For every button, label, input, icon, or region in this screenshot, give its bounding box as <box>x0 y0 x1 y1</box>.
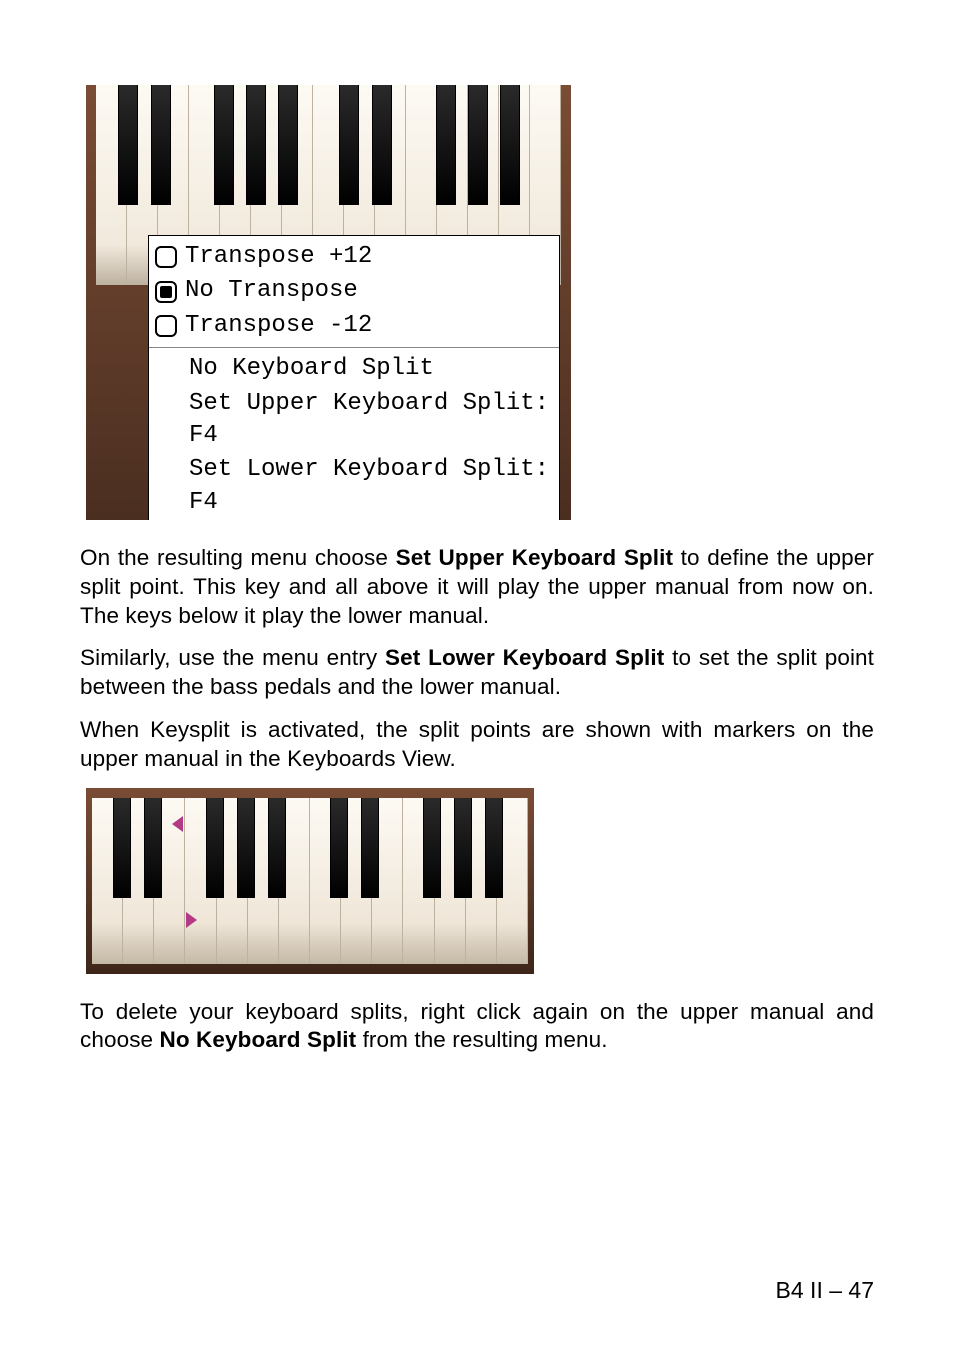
keyboard-context-menu: Transpose +12 No Transpose Transpose -12… <box>148 235 560 520</box>
paragraph: When Keysplit is activated, the split po… <box>80 716 874 774</box>
menu-divider <box>149 347 559 348</box>
black-key <box>206 798 224 898</box>
black-key <box>454 798 472 898</box>
black-key <box>278 85 298 205</box>
menu-label: Set Upper Keyboard Split: F4 <box>189 388 553 453</box>
text: Similarly, use the menu entry <box>80 645 385 670</box>
menu-label: Transpose -12 <box>185 310 372 342</box>
page-footer: B4 II – 47 <box>776 1277 874 1304</box>
menu-label: No Keyboard Split <box>189 353 434 385</box>
paragraph: Similarly, use the menu entry Set Lower … <box>80 644 874 702</box>
black-key <box>330 798 348 898</box>
bold-text: Set Lower Keyboard Split <box>385 645 664 670</box>
menu-label: Set Lower Keyboard Split: F4 <box>189 454 553 519</box>
text: from the resulting menu. <box>356 1027 607 1052</box>
checkbox-icon <box>155 246 177 268</box>
black-key <box>468 85 488 205</box>
white-keys <box>92 798 528 964</box>
black-key <box>423 798 441 898</box>
lower-split-marker-icon <box>186 912 197 928</box>
black-key <box>246 85 266 205</box>
black-key <box>361 798 379 898</box>
black-key <box>118 85 138 205</box>
bold-text: Set Upper Keyboard Split <box>396 545 673 570</box>
black-key <box>144 798 162 898</box>
black-key <box>237 798 255 898</box>
text: On the resulting menu choose <box>80 545 396 570</box>
black-key <box>339 85 359 205</box>
black-key <box>214 85 234 205</box>
checkbox-icon <box>155 315 177 337</box>
black-key <box>268 798 286 898</box>
menu-item-set-lower-split[interactable]: Set Lower Keyboard Split: F4 <box>155 453 553 520</box>
paragraph: On the resulting menu choose Set Upper K… <box>80 544 874 630</box>
menu-label: Transpose +12 <box>185 241 372 273</box>
keyboard-split-markers-screenshot <box>86 788 534 974</box>
black-key <box>113 798 131 898</box>
menu-item-transpose-up[interactable]: Transpose +12 <box>155 240 553 274</box>
black-key <box>151 85 171 205</box>
black-key <box>436 85 456 205</box>
menu-label: No Transpose <box>185 275 358 307</box>
upper-split-marker-icon <box>172 816 183 832</box>
black-key <box>372 85 392 205</box>
keyboard-area <box>92 798 528 964</box>
bold-text: No Keyboard Split <box>160 1027 357 1052</box>
menu-item-transpose-down[interactable]: Transpose -12 <box>155 309 553 343</box>
menu-item-set-upper-split[interactable]: Set Upper Keyboard Split: F4 <box>155 387 553 454</box>
black-key <box>485 798 503 898</box>
keyboard-menu-screenshot: Transpose +12 No Transpose Transpose -12… <box>86 85 571 520</box>
paragraph: To delete your keyboard splits, right cl… <box>80 998 874 1056</box>
black-key <box>500 85 520 205</box>
menu-item-no-split[interactable]: No Keyboard Split <box>155 352 553 386</box>
menu-item-no-transpose[interactable]: No Transpose <box>155 274 553 308</box>
checkbox-filled-icon <box>155 281 177 303</box>
